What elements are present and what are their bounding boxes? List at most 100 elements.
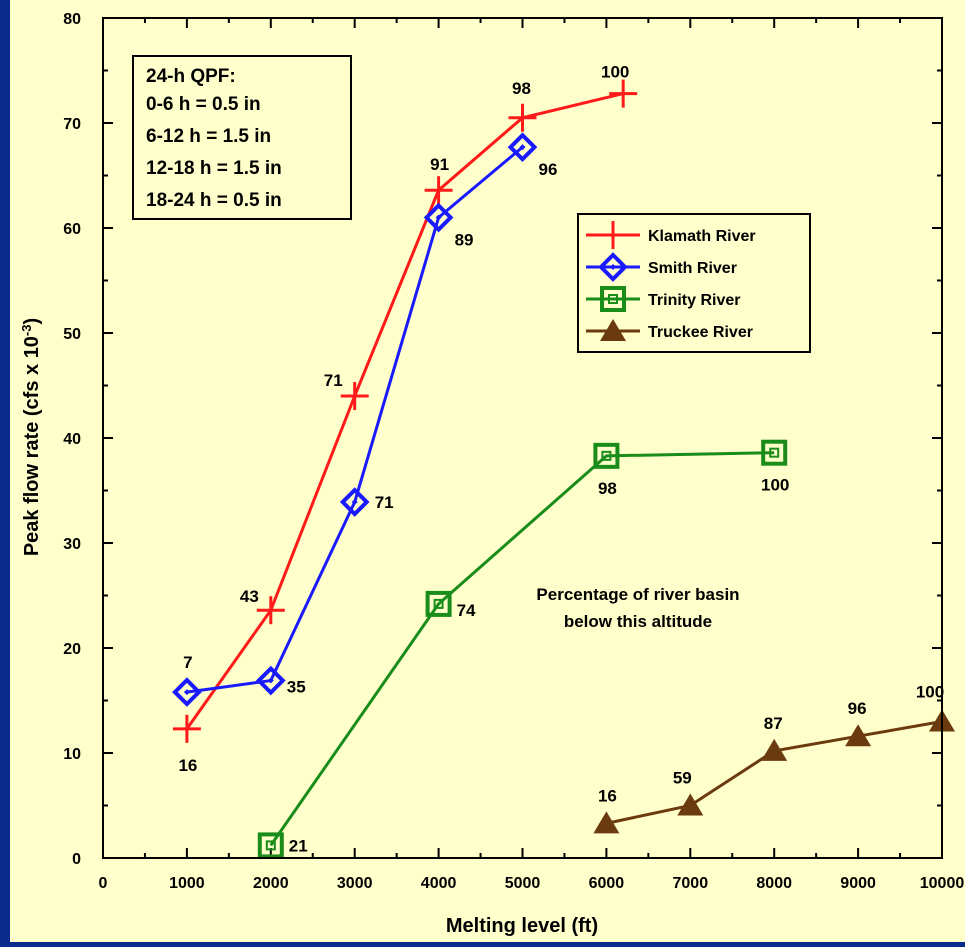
smith-river-point-outline bbox=[507, 132, 538, 162]
legend-marker-outline bbox=[600, 286, 626, 312]
x-tick-label: 5000 bbox=[505, 875, 541, 892]
x-tick-label: 1000 bbox=[169, 875, 205, 892]
y-axis-title-exponent: -3 bbox=[19, 325, 34, 337]
trinity-river-point bbox=[761, 439, 788, 466]
trinity-river-point-outline bbox=[425, 590, 452, 617]
legend: Klamath River Smith River Trinity River Tru… bbox=[577, 213, 811, 353]
annotation-line-0: Percentage of river basin bbox=[536, 585, 739, 604]
truckee-river-point-label: 59 bbox=[673, 769, 692, 788]
smith-river-point-label: 7 bbox=[183, 653, 192, 672]
smith-river-point-outline bbox=[423, 202, 454, 233]
qpf-line-4: 18-24 h = 0.5 in bbox=[146, 190, 282, 211]
truckee-river-point-label: 16 bbox=[598, 786, 617, 805]
truckee-river-point bbox=[845, 724, 872, 747]
smith-river-point-label: 96 bbox=[539, 160, 558, 179]
x-tick-label: 8000 bbox=[756, 875, 792, 892]
y-tick-label: 20 bbox=[63, 641, 81, 658]
y-axis-title-main: Peak flow rate (cfs x 10 bbox=[21, 336, 43, 556]
trinity-river-point bbox=[257, 832, 284, 859]
smith-river-point-outline bbox=[339, 487, 370, 517]
annotation-line-1: below this altitude bbox=[564, 612, 712, 631]
klamath-river-point-label: 71 bbox=[324, 371, 343, 390]
smith-river-point bbox=[339, 487, 370, 517]
klamath-river-point bbox=[508, 103, 537, 132]
klamath-river-point bbox=[256, 596, 285, 625]
truckee-river-point bbox=[593, 811, 620, 834]
smith-river-point-label: 89 bbox=[455, 231, 474, 250]
y-axis-title: Peak flow rate (cfs x 10-3) bbox=[19, 318, 44, 556]
trinity-river-point-center bbox=[769, 447, 780, 458]
x-tick-label: 9000 bbox=[840, 875, 876, 892]
y-tick-label: 50 bbox=[63, 326, 81, 343]
trinity-river-point-center bbox=[601, 450, 612, 461]
klamath-river-point bbox=[424, 176, 453, 205]
legend-marker-center bbox=[608, 294, 618, 304]
qpf-box-border bbox=[132, 55, 352, 220]
legend-marker-outline bbox=[598, 252, 628, 282]
qpf-line-2: 6-12 h = 1.5 in bbox=[146, 126, 271, 147]
ticks-layer: 0 1000 2000 3000 4000 5000 6000 7000 8000 9000 100… bbox=[63, 11, 964, 892]
klamath-river-point-label: 100 bbox=[601, 63, 629, 82]
smith-river-point bbox=[255, 665, 286, 696]
series-layer bbox=[172, 79, 955, 859]
legend-marker bbox=[598, 252, 628, 282]
trinity-river-point-label: 98 bbox=[598, 479, 617, 498]
truckee-river-point bbox=[761, 738, 788, 761]
klamath-river-line bbox=[185, 92, 624, 730]
y-tick-label: 80 bbox=[63, 11, 81, 28]
smith-river-point-center bbox=[267, 677, 274, 684]
qpf-line-0: 24-h QPF: bbox=[146, 66, 236, 87]
qpf-line-1: 0-6 h = 0.5 in bbox=[146, 94, 261, 115]
basin-annotation: Percentage of river basin below this alt… bbox=[536, 585, 739, 631]
klamath-river-point-label: 91 bbox=[430, 155, 449, 174]
qpf-line-3: 12-18 h = 1.5 in bbox=[146, 158, 282, 179]
x-tick-label: 6000 bbox=[589, 875, 625, 892]
truckee-river-point-label: 96 bbox=[848, 699, 867, 718]
x-tick-label: 4000 bbox=[421, 875, 457, 892]
legend-marker-center bbox=[610, 264, 616, 270]
x-tick-label: 0 bbox=[99, 875, 108, 892]
smith-river-point-center bbox=[519, 144, 526, 151]
y-tick-label: 30 bbox=[63, 536, 81, 553]
trinity-river-point bbox=[425, 590, 452, 617]
trinity-river-point-center bbox=[433, 598, 444, 609]
legend-label: Trinity River bbox=[648, 292, 740, 309]
y-tick-label: 40 bbox=[63, 431, 81, 448]
y-axis-title-close: ) bbox=[21, 318, 43, 325]
legend-marker bbox=[600, 286, 626, 312]
legend-item-truckee-river: Truckee River bbox=[586, 319, 753, 341]
trinity-river-point-outline bbox=[257, 832, 284, 859]
truckee-river-point-label: 100 bbox=[916, 683, 944, 702]
klamath-river-point-label: 16 bbox=[178, 756, 197, 775]
smith-river-point-outline bbox=[255, 665, 286, 696]
klamath-river-point-label: 43 bbox=[240, 587, 259, 606]
y-tick-label: 60 bbox=[63, 221, 81, 238]
y-tick-label: 70 bbox=[63, 116, 81, 133]
smith-river-point bbox=[423, 202, 454, 233]
smith-river-point-center bbox=[351, 499, 358, 506]
x-tick-label: 2000 bbox=[253, 875, 289, 892]
legend-label: Smith River bbox=[648, 260, 737, 277]
legend-item-trinity-river: Trinity River bbox=[586, 286, 740, 312]
legend-item-smith-river: Smith River bbox=[586, 252, 737, 282]
trinity-river-point bbox=[593, 442, 620, 469]
smith-river-point-outline bbox=[172, 677, 202, 707]
legend-label: Truckee River bbox=[648, 324, 753, 341]
legend-marker bbox=[600, 319, 626, 341]
x-tick-label: 7000 bbox=[673, 875, 709, 892]
truckee-river-point bbox=[677, 793, 704, 816]
legend-label: Klamath River bbox=[648, 228, 756, 245]
legend-marker bbox=[599, 221, 627, 249]
klamath-river-point bbox=[340, 382, 369, 410]
klamath-river-point-label: 98 bbox=[512, 79, 531, 98]
trinity-river-point-label: 100 bbox=[761, 476, 789, 495]
trinity-river-point-label: 21 bbox=[289, 836, 308, 855]
x-tick-label: 10000 bbox=[920, 875, 965, 892]
x-axis-title: Melting level (ft) bbox=[446, 915, 598, 937]
legend-items: Klamath River Smith River Trinity River Tru… bbox=[586, 221, 756, 341]
y-tick-label: 10 bbox=[63, 746, 81, 763]
trinity-river-point-outline bbox=[593, 442, 620, 469]
klamath-river-point bbox=[609, 79, 638, 108]
